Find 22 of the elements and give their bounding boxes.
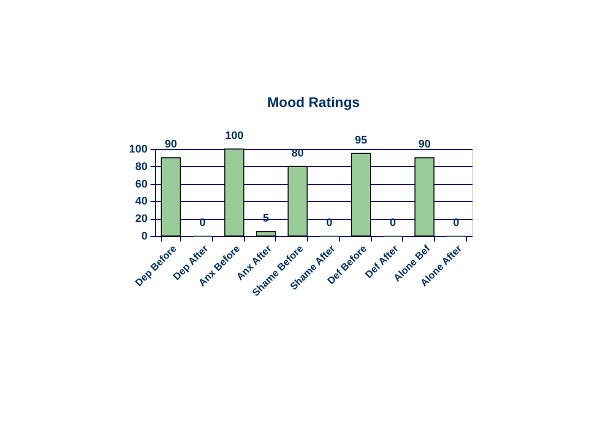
chart-title: Mood Ratings: [267, 94, 360, 110]
data-label: 80: [292, 147, 304, 160]
y-tick-label: 60: [135, 178, 148, 190]
y-tick-label: 0: [141, 230, 148, 242]
data-label: 90: [418, 138, 431, 151]
bar: [160, 157, 181, 236]
y-tick-label: 20: [135, 213, 148, 226]
bar: [256, 231, 276, 236]
y-tick-label: 80: [135, 160, 148, 173]
bar: [288, 166, 308, 236]
data-label: 0: [199, 217, 206, 229]
bar: [414, 157, 434, 236]
y-tick-label: 40: [135, 196, 148, 208]
data-label: 0: [390, 217, 396, 229]
data-label: 90: [164, 138, 177, 151]
data-label: 0: [453, 217, 460, 229]
y-tick-label: 100: [129, 144, 148, 156]
bar: [224, 148, 244, 236]
data-label: 95: [354, 134, 368, 146]
bar: [351, 152, 372, 236]
data-label: 0: [326, 217, 332, 229]
data-label: 100: [225, 130, 244, 142]
